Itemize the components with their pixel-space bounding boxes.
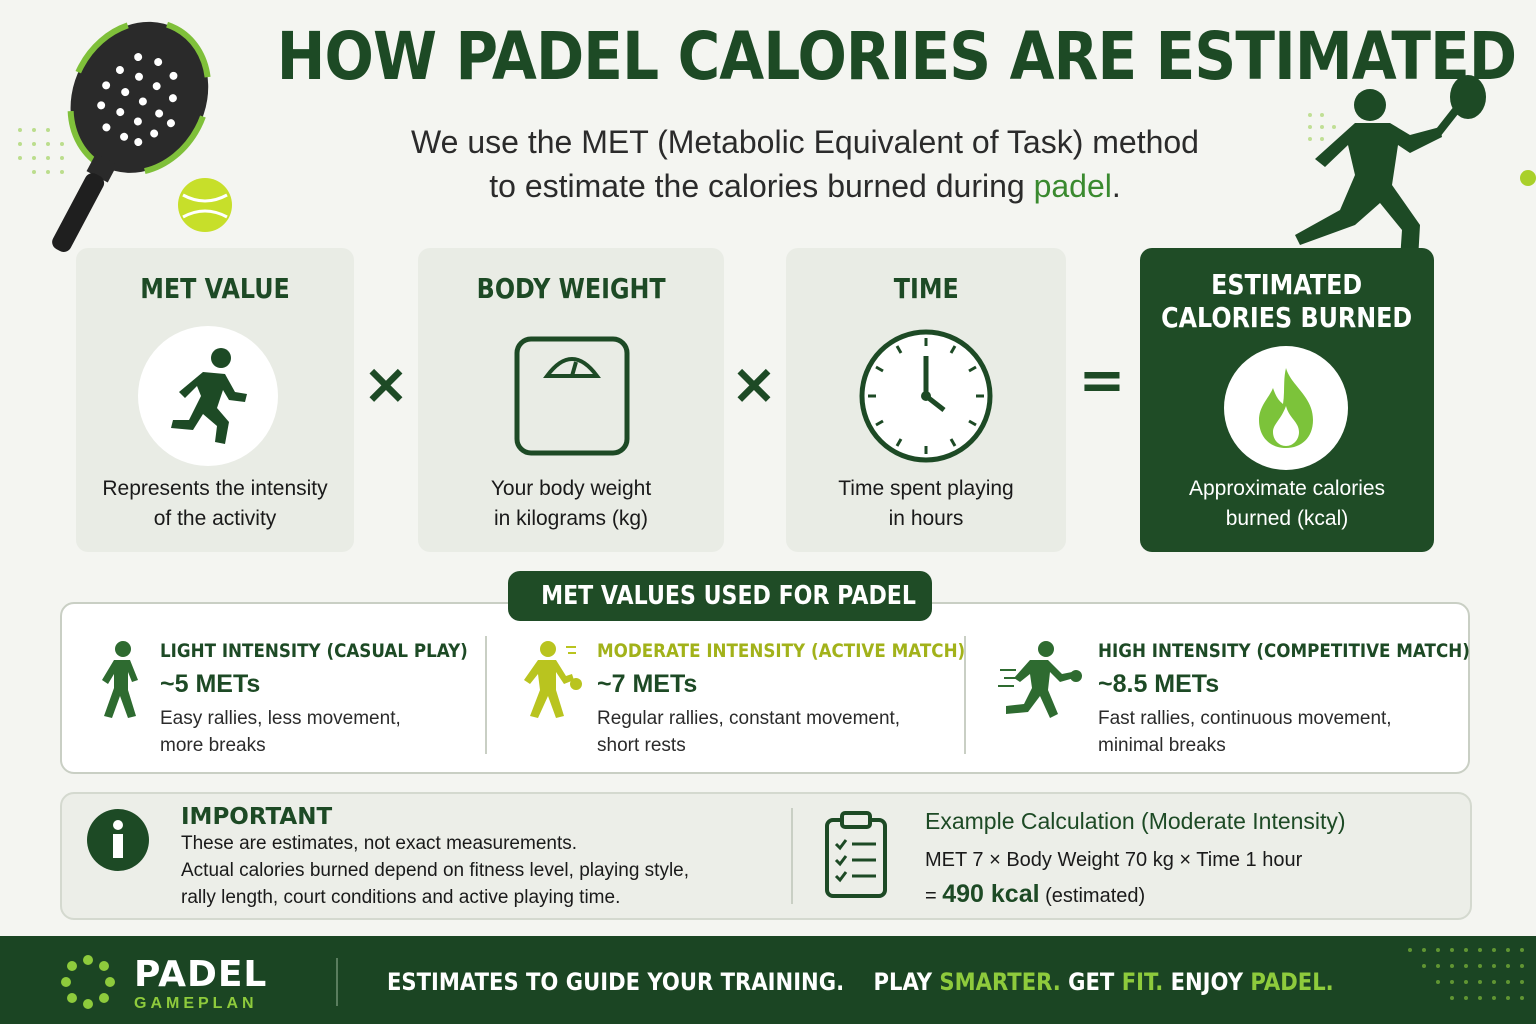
calories-result-card: ESTIMATED CALORIES BURNED Approximate ca…: [1140, 248, 1434, 552]
example-result: = 490 kcal (estimated): [925, 880, 1146, 908]
divider: [791, 808, 793, 904]
footer-bar: [0, 936, 1536, 1024]
padel-player-icon: [524, 641, 582, 718]
card-title: BODY WEIGHT: [476, 272, 666, 305]
example-formula: MET 7 × Body Weight 70 kg × Time 1 hour: [925, 849, 1303, 871]
walking-person-icon: [102, 641, 138, 718]
brand-name: PADEL: [134, 954, 268, 995]
met-level-light: LIGHT INTENSITY (CASUAL PLAY) ~5 METs Ea…: [160, 640, 480, 759]
flame-icon: [1224, 346, 1348, 470]
page-title: HOW PADEL CALORIES ARE ESTIMATED: [276, 18, 1517, 95]
subtitle-accent: padel: [1033, 168, 1112, 204]
met-level-title: LIGHT INTENSITY (CASUAL PLAY): [160, 640, 468, 662]
body-weight-card: BODY WEIGHT Your body weight in kilogram…: [418, 248, 724, 552]
page-subtitle: We use the MET (Metabolic Equivalent of …: [200, 120, 1410, 208]
met-value-card: MET VALUE Represents the intensity of th…: [76, 248, 354, 552]
card-desc: Your body weight in kilograms (kg): [490, 477, 652, 530]
scale-icon: [514, 336, 630, 456]
clipboard-checklist-icon: [825, 811, 887, 898]
footer-divider: [336, 958, 338, 1006]
met-level-value: ~7 METs: [597, 670, 698, 698]
clock-icon: [859, 329, 993, 463]
example-calculation: Example Calculation (Moderate Intensity)…: [925, 808, 1445, 909]
met-level-title: HIGH INTENSITY (COMPETITIVE MATCH): [1098, 640, 1470, 662]
player-silhouette-icon: [1295, 75, 1486, 260]
card-title: TIME: [893, 272, 959, 305]
met-level-title: MODERATE INTENSITY (ACTIVE MATCH): [597, 640, 966, 662]
card-desc: Time spent playing in hours: [838, 477, 1014, 530]
card-title: ESTIMATED CALORIES BURNED: [1161, 268, 1413, 334]
met-values-heading: MET VALUES USED FOR PADEL: [508, 571, 932, 621]
footer-tagline: ESTIMATES TO GUIDE YOUR TRAINING. PLAY S…: [387, 968, 1334, 996]
ball-icon: [178, 178, 232, 232]
met-level-value: ~5 METs: [160, 670, 261, 698]
card-desc: Represents the intensity of the activity: [102, 477, 328, 530]
info-icon: [87, 809, 149, 871]
divider: [485, 636, 487, 754]
subtitle-line-1: We use the MET (Metabolic Equivalent of …: [411, 124, 1199, 160]
met-level-value: ~8.5 METs: [1098, 670, 1220, 698]
met-level-moderate: MODERATE INTENSITY (ACTIVE MATCH) ~7 MET…: [597, 640, 966, 759]
met-values-panel: [60, 602, 1470, 774]
met-level-desc: Easy rallies, less movement, more breaks: [160, 708, 401, 756]
met-level-desc: Fast rallies, continuous movement, minim…: [1098, 708, 1392, 756]
subtitle-line-2: to estimate the calories burned during p…: [489, 168, 1121, 204]
met-level-high: HIGH INTENSITY (COMPETITIVE MATCH) ~8.5 …: [1098, 640, 1470, 759]
important-title: IMPORTANT: [181, 804, 333, 830]
card-desc: Approximate calories burned (kcal): [1188, 477, 1386, 530]
brand-subname: GAMEPLAN: [134, 995, 258, 1012]
sprinting-player-icon: [998, 641, 1082, 718]
important-text: IMPORTANT These are estimates, not exact…: [181, 804, 741, 911]
time-card: TIME Time spent playing in hours: [786, 248, 1066, 552]
brand: PADEL GAMEPLAN: [134, 954, 267, 1013]
padel-gameplan-logo-icon: [61, 955, 115, 1009]
multiply-operator: ×: [362, 352, 410, 417]
decorative-dots: [18, 128, 64, 174]
decorative-dots: [1408, 948, 1524, 1000]
equals-operator: =: [1078, 348, 1126, 413]
important-panel: [60, 792, 1472, 920]
divider: [964, 636, 966, 754]
multiply-operator: ×: [730, 352, 778, 417]
ball-dot-icon: [1520, 170, 1536, 186]
running-person-icon: [138, 326, 278, 466]
met-level-desc: Regular rallies, constant movement, shor…: [597, 708, 901, 756]
example-title: Example Calculation (Moderate Intensity): [925, 808, 1346, 834]
card-title: MET VALUE: [140, 272, 290, 305]
padel-racket-icon: [52, 18, 212, 252]
